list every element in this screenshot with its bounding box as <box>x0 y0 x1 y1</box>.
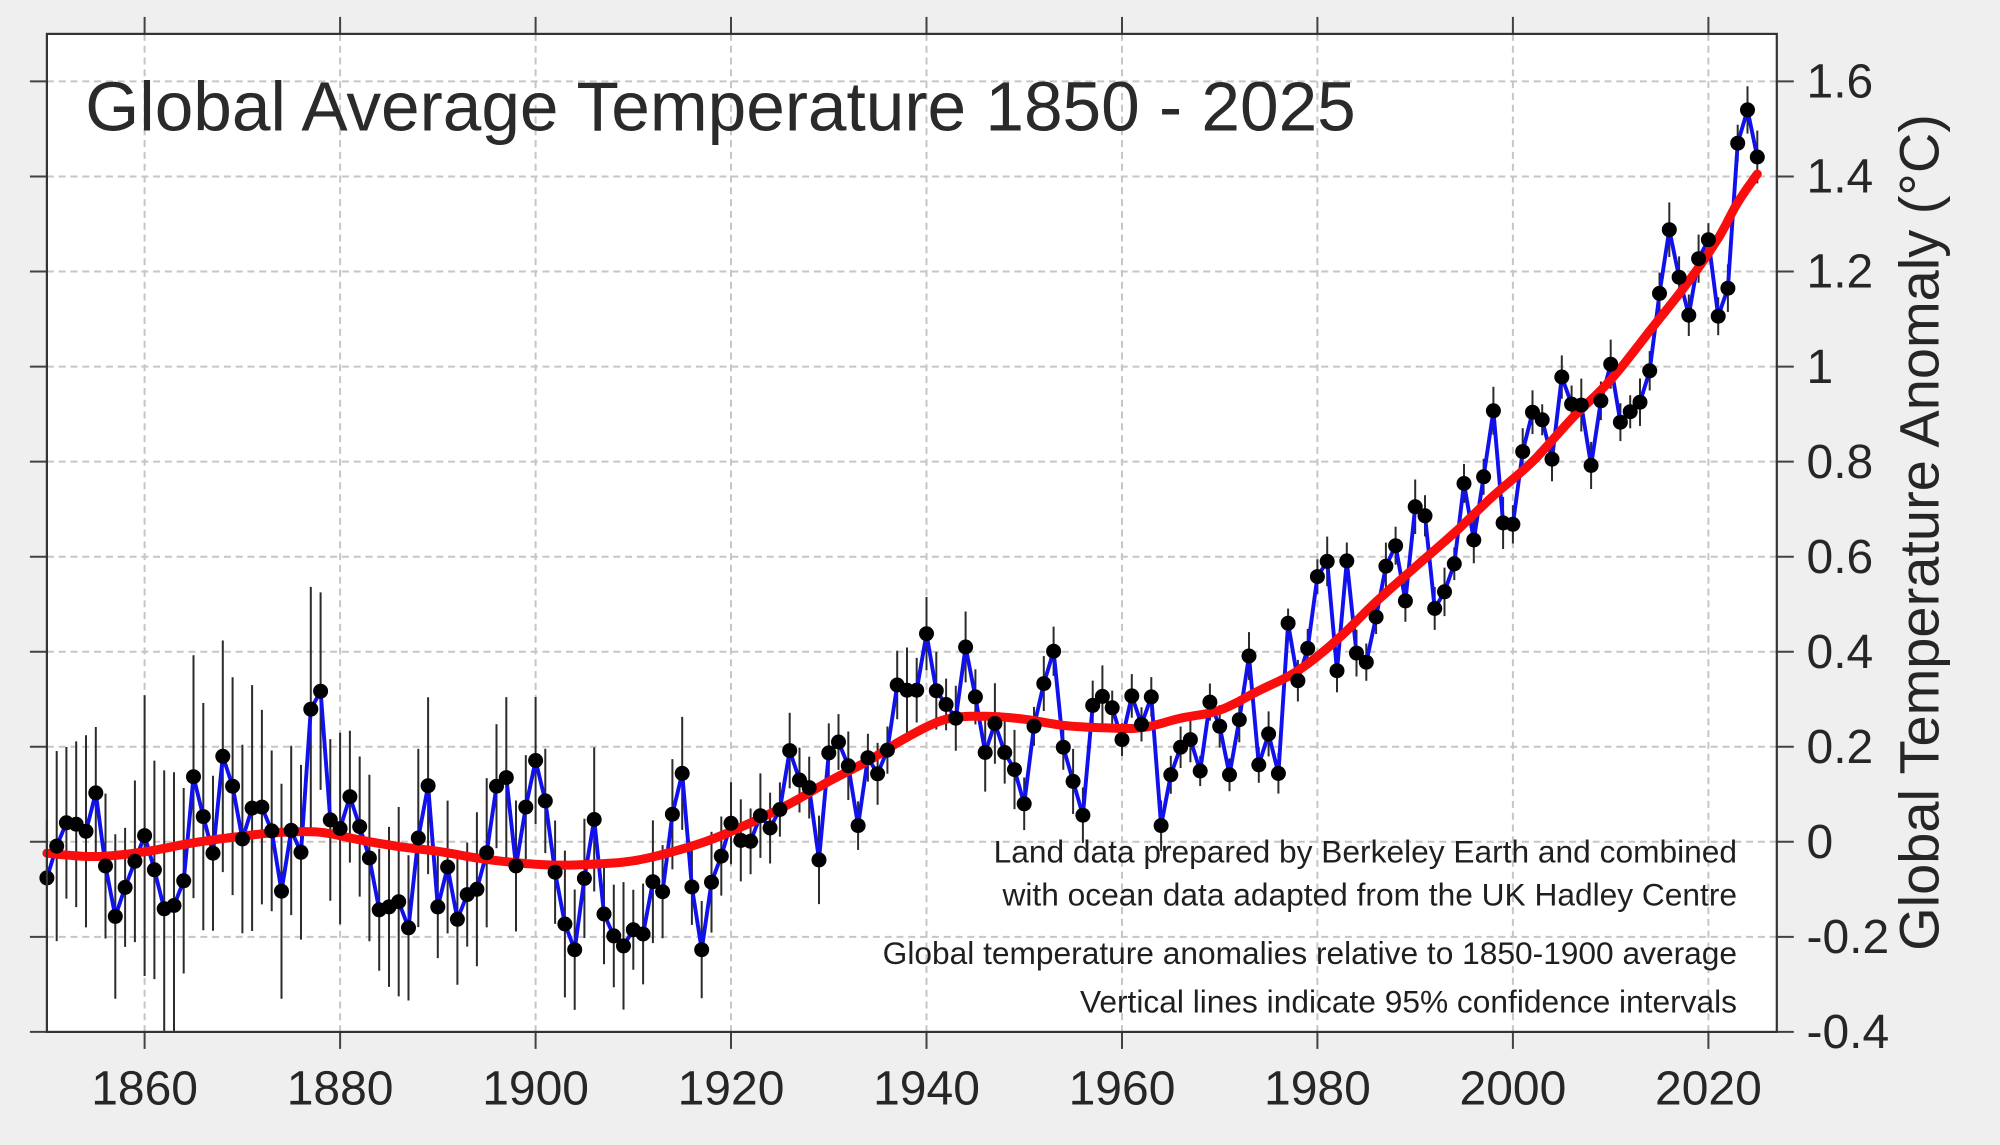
svg-text:1920: 1920 <box>678 1063 785 1116</box>
svg-text:Global temperature anomalies r: Global temperature anomalies relative to… <box>883 935 1737 971</box>
svg-text:1.6: 1.6 <box>1807 56 1874 109</box>
svg-text:Land data prepared by Berkeley: Land data prepared by Berkeley Earth and… <box>994 834 1737 870</box>
svg-text:0.6: 0.6 <box>1807 531 1874 584</box>
svg-text:1860: 1860 <box>91 1063 198 1116</box>
svg-text:-0.4: -0.4 <box>1807 1006 1890 1059</box>
svg-text:with ocean data adapted from t: with ocean data adapted from the UK Hadl… <box>1001 877 1737 913</box>
svg-text:0: 0 <box>1807 816 1834 869</box>
svg-text:1.2: 1.2 <box>1807 246 1874 299</box>
svg-text:0.2: 0.2 <box>1807 721 1874 774</box>
svg-text:2000: 2000 <box>1460 1063 1567 1116</box>
svg-text:1900: 1900 <box>482 1063 589 1116</box>
svg-text:Global Temperature Anomaly (°C: Global Temperature Anomaly (°C) <box>1888 114 1951 951</box>
svg-text:1960: 1960 <box>1069 1063 1176 1116</box>
svg-text:Global Average Temperature 185: Global Average Temperature 1850 - 2025 <box>85 68 1355 146</box>
svg-text:-0.2: -0.2 <box>1807 911 1890 964</box>
svg-text:2020: 2020 <box>1655 1063 1762 1116</box>
svg-text:1980: 1980 <box>1264 1063 1371 1116</box>
svg-text:Vertical lines indicate 95% co: Vertical lines indicate 95% confidence i… <box>1080 984 1737 1020</box>
svg-text:1940: 1940 <box>873 1063 980 1116</box>
svg-text:1: 1 <box>1807 341 1834 394</box>
svg-text:0.8: 0.8 <box>1807 436 1874 489</box>
svg-text:0.4: 0.4 <box>1807 626 1874 679</box>
svg-text:1.4: 1.4 <box>1807 151 1874 204</box>
svg-text:1880: 1880 <box>287 1063 394 1116</box>
